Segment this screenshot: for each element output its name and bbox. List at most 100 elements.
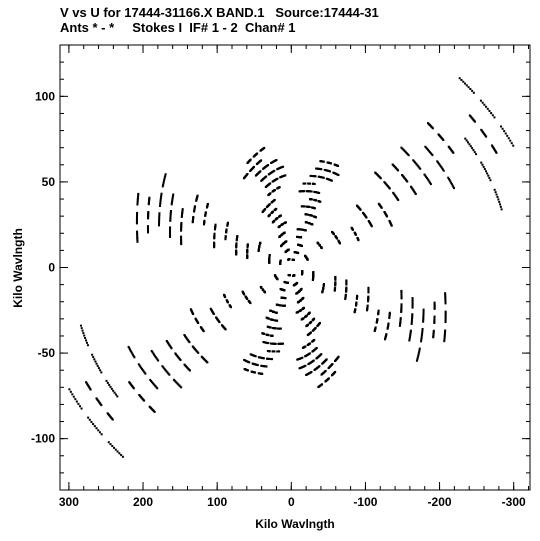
- uv-point: [256, 152, 259, 155]
- uv-point: [424, 174, 427, 177]
- uv-point: [386, 215, 389, 218]
- uv-point: [273, 188, 276, 191]
- uv-point: [499, 205, 502, 208]
- uv-point: [493, 116, 496, 119]
- uv-point: [199, 326, 202, 329]
- uv-point: [169, 227, 172, 230]
- uv-point: [113, 391, 116, 394]
- uv-point: [171, 198, 174, 201]
- uv-point: [92, 356, 95, 359]
- uv-point: [87, 416, 90, 419]
- uv-point: [247, 299, 250, 302]
- uv-point: [338, 242, 341, 245]
- uv-point: [98, 431, 101, 434]
- uv-point: [420, 335, 423, 338]
- uv-point: [69, 390, 72, 393]
- uv-point: [469, 145, 472, 148]
- uv-point: [200, 355, 203, 358]
- uv-point: [159, 205, 162, 208]
- uv-point: [135, 222, 138, 225]
- uv-point: [301, 346, 304, 349]
- chart-title: V vs U for 17444-31166.X BAND.1 Source:1…: [60, 5, 379, 20]
- uv-point: [169, 228, 172, 231]
- x-tick-label: 200: [133, 495, 153, 509]
- uv-point: [273, 319, 276, 322]
- uv-point: [158, 221, 161, 224]
- uv-point: [486, 172, 489, 175]
- uv-point: [75, 400, 78, 403]
- uv-point: [136, 234, 139, 237]
- uv-point: [414, 162, 417, 165]
- uv-point: [411, 306, 414, 309]
- uv-point: [108, 383, 111, 386]
- uv-point: [408, 337, 411, 340]
- uv-point: [100, 371, 103, 374]
- uv-point: [160, 194, 163, 197]
- uv-point: [153, 353, 156, 356]
- uv-point: [136, 233, 139, 236]
- uv-point: [501, 127, 504, 130]
- uv-point: [422, 319, 425, 322]
- uv-point: [135, 219, 138, 222]
- uv-point: [426, 178, 429, 181]
- uv-point: [334, 278, 337, 281]
- uv-point: [307, 313, 310, 316]
- uv-point: [314, 216, 317, 219]
- uv-point: [282, 296, 285, 299]
- uv-point: [409, 332, 412, 335]
- uv-point: [305, 325, 308, 328]
- uv-point: [408, 338, 411, 341]
- uv-point: [109, 385, 112, 388]
- uv-point: [471, 89, 474, 92]
- uv-point: [159, 200, 162, 203]
- uv-point: [143, 371, 146, 374]
- uv-point: [169, 217, 172, 220]
- uv-point: [464, 137, 467, 140]
- uv-point: [271, 310, 274, 313]
- uv-point: [312, 275, 315, 278]
- y-tick-label: -50: [38, 346, 56, 360]
- uv-point: [106, 412, 109, 415]
- uv-point: [161, 185, 164, 188]
- x-tick-label: 0: [288, 495, 295, 509]
- uv-point: [261, 288, 264, 291]
- uv-point: [172, 194, 175, 197]
- uv-point: [444, 313, 447, 316]
- x-axis-label: Kilo Wavlngth: [255, 517, 335, 531]
- uv-point: [377, 313, 380, 316]
- uv-point: [279, 214, 282, 217]
- uv-point: [159, 197, 162, 200]
- uv-point: [169, 226, 172, 229]
- uv-point: [472, 91, 475, 94]
- uv-point: [150, 381, 153, 384]
- uv-point: [288, 258, 291, 261]
- uv-point: [420, 340, 423, 343]
- uv-point: [163, 179, 166, 182]
- uv-point: [246, 254, 249, 257]
- uv-point: [485, 105, 488, 108]
- uv-point: [337, 164, 340, 167]
- uv-point: [355, 297, 358, 300]
- uv-point: [421, 331, 424, 334]
- uv-point: [411, 298, 414, 301]
- uv-point: [320, 373, 323, 376]
- uv-point: [444, 315, 447, 318]
- uv-point: [412, 159, 415, 162]
- uv-point: [191, 345, 194, 348]
- uv-point: [133, 356, 136, 359]
- uv-point: [263, 146, 266, 149]
- uv-point: [416, 358, 419, 361]
- uv-point: [168, 373, 171, 376]
- uv-point: [431, 154, 434, 157]
- uv-point: [226, 221, 229, 224]
- uv-points-group: [68, 77, 515, 458]
- uv-point: [426, 147, 429, 150]
- uv-point: [79, 324, 82, 327]
- uv-point: [77, 402, 80, 405]
- uv-point: [246, 248, 249, 251]
- uv-point: [166, 371, 169, 374]
- uv-point: [443, 338, 446, 341]
- uv-point: [292, 274, 295, 277]
- uv-point: [414, 193, 417, 196]
